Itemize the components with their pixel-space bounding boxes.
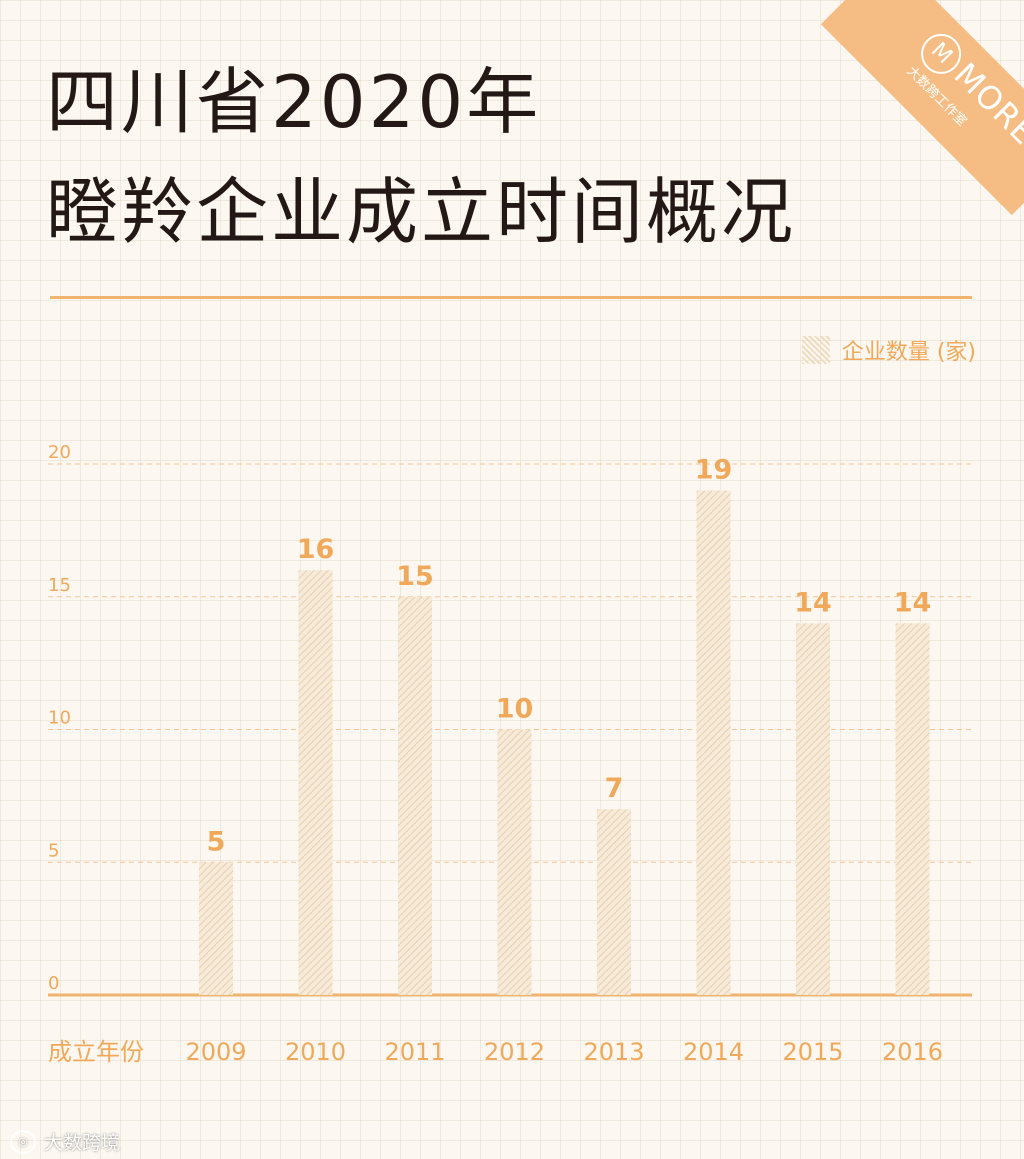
- value-label: 15: [396, 561, 434, 592]
- bar-2010: [298, 570, 333, 995]
- bar-2012: [497, 729, 532, 995]
- value-label: 5: [207, 826, 226, 857]
- watermark: ◎ 大数跨境: [10, 1128, 120, 1155]
- title-divider: [50, 296, 972, 299]
- watermark-text: 大数跨境: [44, 1132, 121, 1154]
- x-tick-label: 2012: [484, 1038, 545, 1066]
- value-label: 19: [695, 455, 733, 486]
- x-tick-label: 2014: [683, 1038, 744, 1066]
- x-tick-label: 2011: [384, 1038, 445, 1066]
- x-tick-label: 2013: [583, 1038, 644, 1066]
- x-tick-label: 2015: [782, 1038, 843, 1066]
- y-tick-label: 15: [48, 575, 71, 596]
- bar-2009: [199, 862, 233, 995]
- value-label: 10: [496, 694, 534, 725]
- bar-2013: [597, 809, 631, 995]
- value-label: 16: [297, 534, 335, 565]
- y-tick-label: 0: [48, 973, 59, 994]
- legend-label: 企业数量 (家): [841, 340, 976, 365]
- x-tick-label: 2016: [882, 1038, 943, 1066]
- y-tick-label: 5: [48, 840, 59, 861]
- x-axis-label: 成立年份: [48, 1038, 144, 1066]
- chart-title-line-2: 瞪羚企业成立时间概况: [46, 170, 797, 254]
- x-tick-label: 2009: [185, 1038, 246, 1066]
- bar-2014: [696, 490, 731, 995]
- legend-swatch: [801, 336, 830, 364]
- value-label: 14: [894, 587, 932, 618]
- bar-2015: [796, 623, 830, 995]
- chart-legend: 企业数量 (家): [801, 334, 976, 366]
- y-tick-label: 10: [48, 708, 71, 729]
- bar-2011: [398, 596, 432, 995]
- y-tick-label: 20: [48, 442, 71, 463]
- chart-title-line-1: 四川省2020年: [46, 60, 542, 144]
- bar-2016: [895, 623, 930, 995]
- x-tick-label: 2010: [285, 1038, 346, 1066]
- value-label: 14: [794, 587, 832, 618]
- value-label: 7: [605, 773, 624, 804]
- weibo-icon: ◎: [10, 1129, 36, 1154]
